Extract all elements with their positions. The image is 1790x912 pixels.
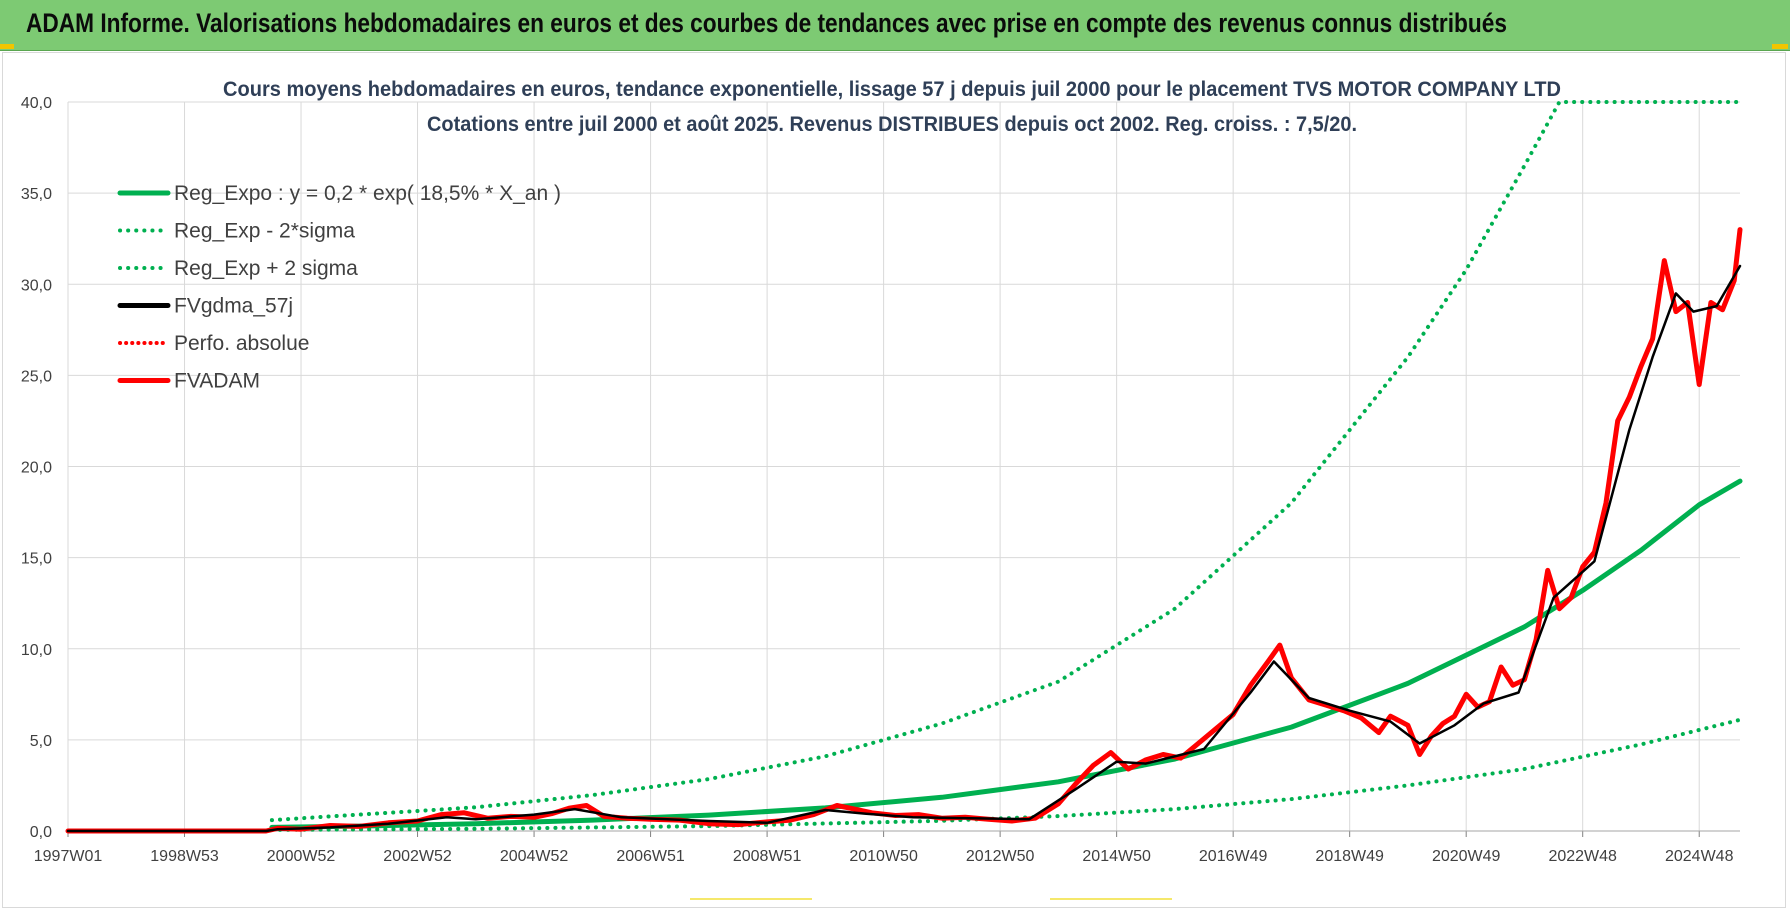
x-tick-label: 2002W52 [383, 848, 452, 865]
series-line-3 [66, 264, 1742, 833]
x-tick-label: 2018W49 [1315, 848, 1384, 865]
chart-grid [67, 101, 1740, 832]
x-tick-label: 2010W50 [849, 848, 918, 865]
x-tick-label: 2012W50 [966, 848, 1035, 865]
chart-subtitle: Cotations entre juil 2000 et août 2025. … [427, 113, 1357, 136]
x-tick-label: 2004W52 [500, 848, 569, 865]
y-tick-label: 10,0 [21, 642, 52, 659]
x-tick-label: 2024W48 [1665, 848, 1734, 865]
y-tick-label: 15,0 [21, 551, 52, 568]
corner-mark-left [0, 44, 14, 49]
x-tick-label: 2016W49 [1199, 848, 1268, 865]
y-tick-label: 30,0 [21, 277, 52, 294]
series-line-2 [269, 100, 1742, 823]
header-bar: ADAM Informe. Valorisations hebdomadaire… [0, 0, 1790, 51]
y-tick-label: 35,0 [21, 186, 52, 203]
legend-label: FVgdma_57j [174, 295, 293, 318]
legend-label: Perfo. absolue [174, 332, 309, 355]
y-tick-label: 0,0 [30, 824, 52, 841]
y-tick-label: 20,0 [21, 460, 52, 477]
x-tick-label: 2008W51 [733, 848, 802, 865]
legend-label: Reg_Exp + 2 sigma [174, 257, 358, 280]
series-line-1 [269, 717, 1742, 832]
series-line-5 [65, 227, 1743, 834]
bottom-highlight-1 [690, 898, 812, 900]
legend-label: Reg_Expo : y = 0,2 * exp( 18,5% * X_an ) [174, 182, 561, 205]
chart-title: Cours moyens hebdomadaires en euros, ten… [223, 78, 1561, 101]
corner-mark-right [1772, 44, 1788, 49]
x-tick-label: 2000W52 [267, 848, 336, 865]
series-line-0 [269, 478, 1743, 830]
y-tick-label: 40,0 [21, 95, 52, 112]
chart-series [65, 100, 1743, 834]
x-tick-label: 2014W50 [1082, 848, 1151, 865]
bottom-highlight-2 [1050, 898, 1172, 900]
x-tick-label: 1997W01 [34, 848, 103, 865]
chart-frame [2, 52, 1786, 908]
report-title: ADAM Informe. Valorisations hebdomadaire… [26, 8, 1507, 38]
y-tick-label: 5,0 [30, 733, 52, 750]
x-tick-label: 2020W49 [1432, 848, 1501, 865]
x-tick-label: 2022W48 [1548, 848, 1617, 865]
chart-legend: Reg_Expo : y = 0,2 * exp( 18,5% * X_an )… [117, 182, 561, 393]
legend-label: FVADAM [174, 370, 260, 393]
legend-label: Reg_Exp - 2*sigma [174, 220, 355, 243]
chart-axes: 0,0 5,0 10,0 15,0 20,0 25,0 30,0 35,0 40,0 1997W0… [21, 95, 1740, 865]
y-tick-label: 25,0 [21, 368, 52, 385]
x-tick-label: 1998W53 [150, 848, 219, 865]
x-tick-label: 2006W51 [616, 848, 685, 865]
